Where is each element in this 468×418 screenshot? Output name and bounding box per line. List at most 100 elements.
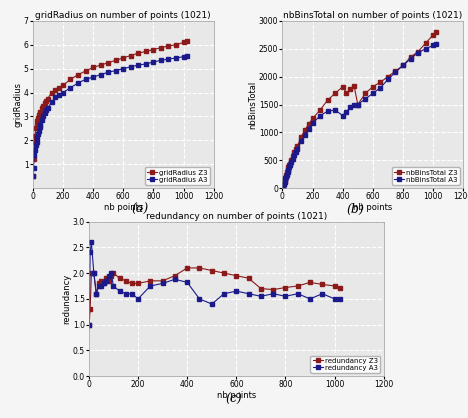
gridRadius A3 bbox=[45, 106, 51, 111]
nbBinsTotal Z3 bbox=[433, 30, 439, 35]
nbBinsTotal A3 bbox=[295, 146, 300, 151]
gridRadius Z3 bbox=[158, 45, 164, 50]
nbBinsTotal Z3 bbox=[347, 87, 353, 92]
gridRadius Z3 bbox=[151, 47, 156, 52]
redundancy A3 bbox=[123, 291, 129, 296]
redundancy Z3 bbox=[94, 291, 99, 296]
Line: nbBinsTotal A3: nbBinsTotal A3 bbox=[281, 43, 438, 190]
nbBinsTotal Z3 bbox=[317, 107, 323, 112]
Y-axis label: nbBinsTotal: nbBinsTotal bbox=[249, 80, 257, 129]
Line: nbBinsTotal Z3: nbBinsTotal Z3 bbox=[281, 31, 438, 190]
gridRadius Z3 bbox=[143, 49, 149, 54]
redundancy Z3 bbox=[337, 285, 343, 290]
redundancy Z3 bbox=[283, 285, 288, 290]
redundancy Z3 bbox=[101, 281, 107, 286]
gridRadius Z3 bbox=[56, 85, 62, 90]
gridRadius A3 bbox=[128, 64, 133, 69]
gridRadius A3 bbox=[158, 58, 164, 63]
redundancy Z3 bbox=[117, 276, 123, 281]
redundancy A3 bbox=[101, 281, 107, 286]
nbBinsTotal A3 bbox=[292, 153, 297, 158]
Title: redundancy on number of points (1021): redundancy on number of points (1021) bbox=[146, 212, 327, 221]
gridRadius A3 bbox=[44, 108, 49, 113]
redundancy A3 bbox=[258, 294, 264, 299]
gridRadius A3 bbox=[184, 53, 190, 58]
gridRadius Z3 bbox=[60, 83, 66, 88]
gridRadius A3 bbox=[33, 143, 38, 148]
gridRadius A3 bbox=[173, 56, 179, 61]
gridRadius Z3 bbox=[173, 42, 179, 47]
nbBinsTotal Z3 bbox=[284, 170, 290, 175]
nbBinsTotal A3 bbox=[378, 85, 383, 90]
nbBinsTotal Z3 bbox=[306, 122, 312, 127]
redundancy Z3 bbox=[307, 280, 313, 285]
nbBinsTotal Z3 bbox=[393, 69, 398, 74]
gridRadius Z3 bbox=[37, 110, 42, 115]
nbBinsTotal A3 bbox=[423, 46, 428, 51]
nbBinsTotal A3 bbox=[281, 182, 287, 187]
gridRadius A3 bbox=[37, 122, 43, 127]
nbBinsTotal A3 bbox=[280, 186, 285, 191]
gridRadius A3 bbox=[166, 56, 171, 61]
Line: redundancy Z3: redundancy Z3 bbox=[88, 266, 342, 326]
nbBinsTotal A3 bbox=[340, 113, 345, 118]
gridRadius A3 bbox=[39, 117, 44, 122]
redundancy A3 bbox=[271, 291, 276, 296]
redundancy Z3 bbox=[129, 281, 135, 286]
nbBinsTotal Z3 bbox=[423, 41, 428, 46]
gridRadius A3 bbox=[32, 148, 38, 153]
redundancy Z3 bbox=[135, 281, 141, 286]
gridRadius Z3 bbox=[34, 122, 39, 127]
nbBinsTotal Z3 bbox=[332, 91, 338, 96]
nbBinsTotal A3 bbox=[290, 156, 296, 161]
Text: (a): (a) bbox=[132, 203, 149, 216]
gridRadius Z3 bbox=[166, 43, 171, 48]
nbBinsTotal A3 bbox=[317, 113, 323, 118]
redundancy A3 bbox=[103, 278, 109, 283]
redundancy A3 bbox=[129, 291, 135, 296]
gridRadius Z3 bbox=[45, 96, 51, 101]
nbBinsTotal Z3 bbox=[340, 84, 345, 89]
Text: (b): (b) bbox=[347, 203, 365, 216]
redundancy A3 bbox=[160, 281, 166, 286]
nbBinsTotal A3 bbox=[344, 109, 349, 114]
redundancy Z3 bbox=[184, 265, 190, 270]
redundancy Z3 bbox=[111, 270, 117, 275]
redundancy A3 bbox=[172, 277, 178, 282]
redundancy Z3 bbox=[332, 283, 337, 288]
redundancy Z3 bbox=[106, 278, 111, 283]
nbBinsTotal Z3 bbox=[378, 80, 383, 85]
redundancy A3 bbox=[96, 283, 102, 288]
redundancy A3 bbox=[234, 289, 239, 294]
gridRadius A3 bbox=[56, 92, 62, 97]
nbBinsTotal Z3 bbox=[290, 154, 296, 159]
gridRadius Z3 bbox=[33, 126, 38, 131]
redundancy A3 bbox=[337, 296, 343, 301]
nbBinsTotal Z3 bbox=[282, 178, 287, 184]
Title: nbBinsTotal on number of points (1021): nbBinsTotal on number of points (1021) bbox=[283, 11, 462, 20]
nbBinsTotal Z3 bbox=[299, 134, 304, 139]
Y-axis label: gridRadius: gridRadius bbox=[13, 82, 22, 127]
redundancy Z3 bbox=[160, 278, 166, 283]
nbBinsTotal A3 bbox=[293, 149, 299, 154]
nbBinsTotal A3 bbox=[287, 163, 293, 168]
nbBinsTotal A3 bbox=[370, 91, 376, 96]
nbBinsTotal A3 bbox=[302, 132, 308, 137]
gridRadius Z3 bbox=[181, 40, 186, 45]
nbBinsTotal Z3 bbox=[415, 49, 421, 54]
gridRadius A3 bbox=[37, 125, 42, 130]
nbBinsTotal A3 bbox=[431, 43, 436, 48]
nbBinsTotal Z3 bbox=[281, 181, 287, 186]
redundancy A3 bbox=[209, 301, 214, 306]
X-axis label: nb points: nb points bbox=[103, 203, 143, 212]
nbBinsTotal A3 bbox=[433, 42, 439, 47]
redundancy Z3 bbox=[258, 286, 264, 291]
Legend: redundancy Z3, redundancy A3: redundancy Z3, redundancy A3 bbox=[310, 356, 380, 373]
redundancy A3 bbox=[332, 296, 337, 301]
redundancy Z3 bbox=[123, 278, 129, 283]
X-axis label: nb points: nb points bbox=[217, 391, 256, 400]
nbBinsTotal Z3 bbox=[400, 63, 406, 68]
nbBinsTotal A3 bbox=[282, 179, 287, 184]
redundancy A3 bbox=[320, 291, 325, 296]
nbBinsTotal Z3 bbox=[280, 184, 286, 189]
